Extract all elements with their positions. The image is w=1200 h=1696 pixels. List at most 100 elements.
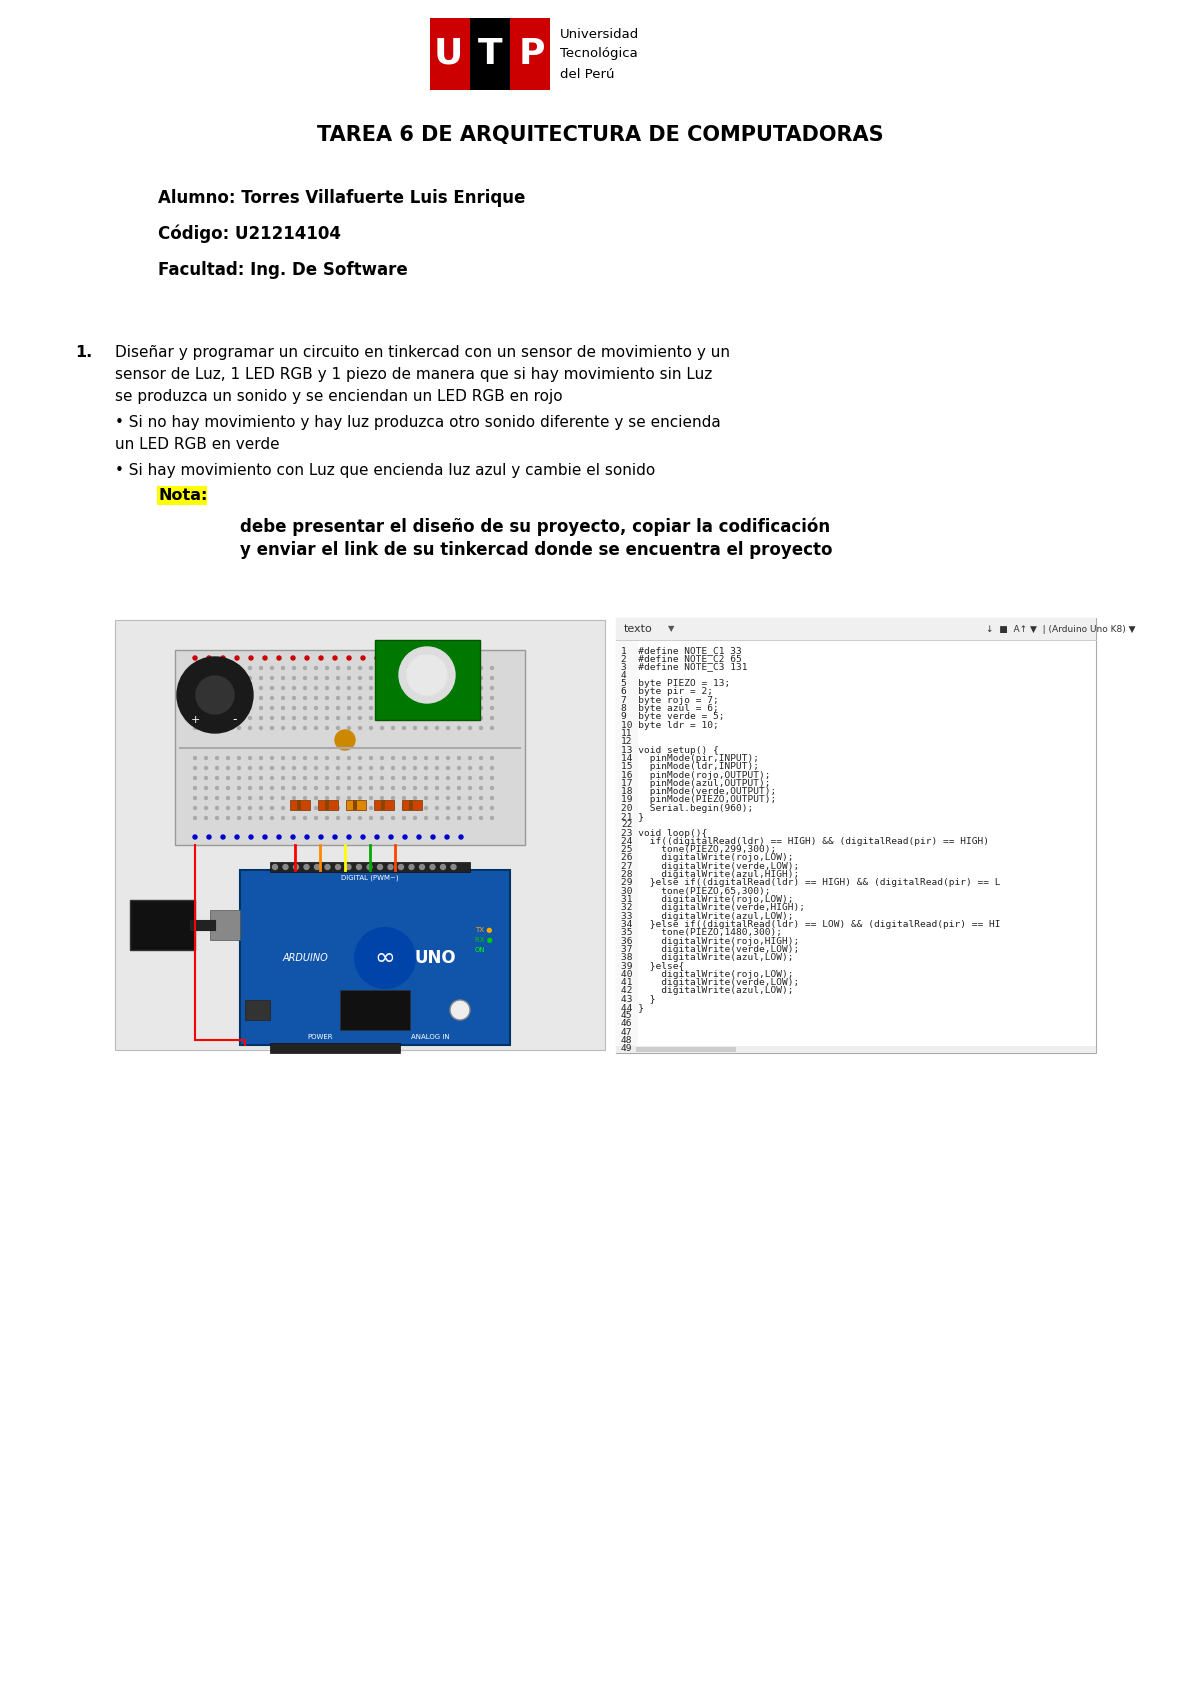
Bar — [374, 639, 480, 721]
Circle shape — [380, 667, 384, 670]
Circle shape — [436, 687, 438, 690]
Circle shape — [208, 656, 211, 660]
Circle shape — [314, 807, 318, 809]
Circle shape — [348, 697, 350, 699]
Circle shape — [359, 767, 361, 770]
Circle shape — [436, 807, 438, 809]
Circle shape — [259, 797, 263, 799]
Circle shape — [355, 928, 415, 989]
Circle shape — [259, 697, 263, 699]
Circle shape — [304, 777, 306, 780]
Circle shape — [491, 756, 493, 760]
Circle shape — [370, 816, 372, 819]
Circle shape — [370, 787, 372, 790]
Circle shape — [402, 726, 406, 729]
Circle shape — [468, 716, 472, 719]
Circle shape — [325, 787, 329, 790]
Circle shape — [361, 656, 365, 660]
Circle shape — [314, 816, 318, 819]
Text: P: P — [518, 37, 545, 71]
Circle shape — [259, 767, 263, 770]
Circle shape — [259, 687, 263, 690]
Circle shape — [227, 797, 229, 799]
Circle shape — [391, 777, 395, 780]
Circle shape — [480, 697, 482, 699]
Circle shape — [193, 687, 197, 690]
Circle shape — [425, 797, 427, 799]
Circle shape — [248, 756, 252, 760]
Circle shape — [204, 756, 208, 760]
Circle shape — [238, 756, 240, 760]
Circle shape — [446, 707, 450, 709]
Circle shape — [282, 816, 284, 819]
Circle shape — [359, 687, 361, 690]
Circle shape — [436, 787, 438, 790]
Circle shape — [293, 787, 295, 790]
Circle shape — [270, 816, 274, 819]
Circle shape — [370, 726, 372, 729]
Text: ▼: ▼ — [668, 624, 674, 634]
Circle shape — [348, 777, 350, 780]
Circle shape — [304, 865, 310, 870]
Circle shape — [389, 834, 394, 840]
Circle shape — [436, 697, 438, 699]
Circle shape — [402, 816, 406, 819]
Circle shape — [336, 726, 340, 729]
Text: 49: 49 — [622, 1045, 632, 1053]
Circle shape — [425, 697, 427, 699]
Text: 19   pinMode(PIEZO,OUTPUT);: 19 pinMode(PIEZO,OUTPUT); — [622, 795, 776, 804]
Circle shape — [491, 816, 493, 819]
Circle shape — [402, 777, 406, 780]
Circle shape — [458, 834, 463, 840]
Text: 3  #define NOTE_C3 131: 3 #define NOTE_C3 131 — [622, 663, 748, 672]
Circle shape — [293, 677, 295, 680]
Text: 10 byte ldr = 10;: 10 byte ldr = 10; — [622, 721, 719, 729]
Circle shape — [491, 667, 493, 670]
Circle shape — [420, 865, 425, 870]
Circle shape — [446, 677, 450, 680]
Circle shape — [348, 807, 350, 809]
Circle shape — [238, 816, 240, 819]
Circle shape — [263, 656, 266, 660]
Circle shape — [304, 667, 306, 670]
Circle shape — [446, 697, 450, 699]
Circle shape — [457, 667, 461, 670]
Circle shape — [446, 716, 450, 719]
Circle shape — [425, 707, 427, 709]
Circle shape — [380, 797, 384, 799]
Circle shape — [304, 716, 306, 719]
Circle shape — [402, 797, 406, 799]
Bar — [616, 617, 1096, 639]
Text: DIGITAL (PWM~): DIGITAL (PWM~) — [341, 875, 398, 882]
Circle shape — [259, 756, 263, 760]
Circle shape — [380, 697, 384, 699]
Circle shape — [457, 816, 461, 819]
Circle shape — [370, 677, 372, 680]
Circle shape — [402, 707, 406, 709]
Circle shape — [436, 816, 438, 819]
Circle shape — [457, 777, 461, 780]
Circle shape — [359, 707, 361, 709]
Circle shape — [378, 865, 383, 870]
Circle shape — [216, 726, 218, 729]
Circle shape — [204, 697, 208, 699]
Text: Alumno: Torres Villafuerte Luis Enrique: Alumno: Torres Villafuerte Luis Enrique — [158, 188, 526, 207]
Circle shape — [480, 787, 482, 790]
Text: 34   }else if((digitalRead(ldr) == LOW) && (digitalRead(pir) == HI: 34 }else if((digitalRead(ldr) == LOW) &&… — [622, 919, 1001, 929]
Circle shape — [347, 656, 352, 660]
Circle shape — [325, 777, 329, 780]
Circle shape — [480, 807, 482, 809]
Circle shape — [270, 687, 274, 690]
Text: 18   pinMode(verde,OUTPUT);: 18 pinMode(verde,OUTPUT); — [622, 787, 776, 795]
Circle shape — [491, 797, 493, 799]
Circle shape — [304, 816, 306, 819]
Circle shape — [319, 656, 323, 660]
Circle shape — [468, 707, 472, 709]
Text: sensor de Luz, 1 LED RGB y 1 piezo de manera que si hay movimiento sin Luz: sensor de Luz, 1 LED RGB y 1 piezo de ma… — [115, 366, 713, 382]
Circle shape — [204, 707, 208, 709]
Circle shape — [325, 865, 330, 870]
Circle shape — [436, 707, 438, 709]
Circle shape — [356, 865, 361, 870]
Circle shape — [359, 697, 361, 699]
Circle shape — [248, 797, 252, 799]
